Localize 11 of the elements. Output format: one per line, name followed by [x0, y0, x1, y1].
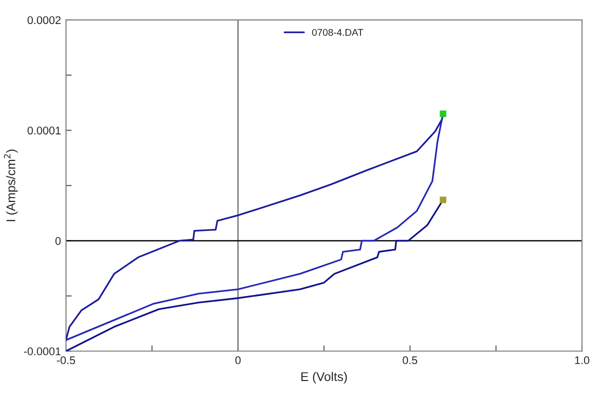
x-axis-title: E (Volts)	[301, 372, 347, 384]
x-tick-label: 0.5	[402, 356, 418, 364]
x-tick-label: 0	[235, 356, 241, 364]
x-tick-label: 1.0	[575, 356, 590, 364]
y-tick-label: -0.0001	[24, 347, 61, 356]
x-tick-label: -0.5	[56, 356, 76, 364]
legend-label: 0708-4.DAT	[312, 28, 364, 36]
y-tick-label: 0	[55, 236, 61, 245]
y-tick-label: 0.0001	[28, 126, 61, 134]
y-tick-label: 0.0002	[28, 16, 61, 24]
y-axis-title: I (Amps/cm$^{2}$)	[4, 150, 18, 222]
